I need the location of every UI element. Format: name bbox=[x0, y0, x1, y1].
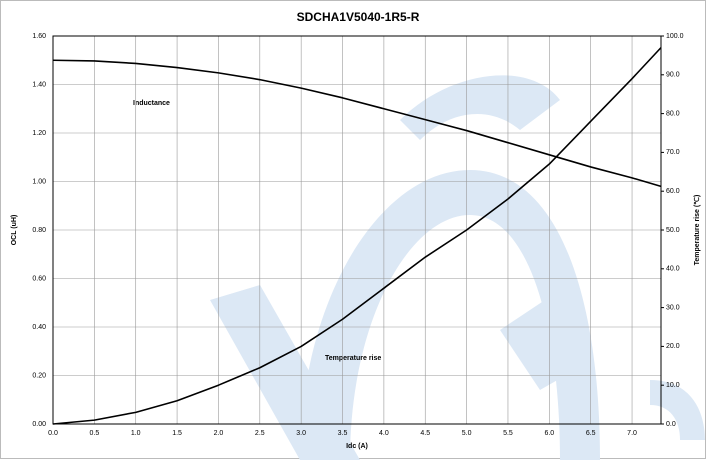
x-tick-label: 3.5 bbox=[338, 430, 348, 437]
x-tick-label: 4.0 bbox=[379, 430, 389, 437]
y-tick-label: 1.40 bbox=[32, 81, 46, 88]
x-tick-label: 6.0 bbox=[544, 430, 554, 437]
plot-border bbox=[52, 35, 662, 425]
y2-tick-label: 50.0 bbox=[666, 227, 680, 234]
y-tick-label: 1.20 bbox=[32, 130, 46, 137]
y2-axis-label: Temperature rise (℃) bbox=[693, 195, 701, 266]
x-tick-label: 3.0 bbox=[296, 430, 306, 437]
x-tick-label: 7.0 bbox=[627, 430, 637, 437]
y-tick-label: 0.60 bbox=[32, 275, 46, 282]
x-tick-label: 1.0 bbox=[131, 430, 141, 437]
y-tick-label: 0.80 bbox=[32, 227, 46, 234]
annotation: Temperature rise bbox=[325, 355, 381, 362]
y-tick-label: 0.00 bbox=[32, 421, 46, 428]
y2-tick-label: 100.0 bbox=[666, 33, 684, 40]
y-tick-label: 1.00 bbox=[32, 178, 46, 185]
x-tick-label: 6.5 bbox=[586, 430, 596, 437]
x-tick-label: 2.5 bbox=[255, 430, 265, 437]
y-tick-label: 0.40 bbox=[32, 324, 46, 331]
y2-tick-label: 10.0 bbox=[666, 382, 680, 389]
y-axis-label: OCL (uH) bbox=[11, 215, 18, 246]
x-tick-label: 1.5 bbox=[172, 430, 182, 437]
series-line bbox=[52, 47, 662, 425]
y2-tick-label: 90.0 bbox=[666, 72, 680, 79]
x-axis-label: Idc (A) bbox=[346, 443, 368, 450]
chart-title: SDCHA1V5040-1R5-R bbox=[297, 10, 420, 24]
watermark bbox=[210, 75, 705, 460]
y2-tick-label: 60.0 bbox=[666, 188, 680, 195]
y2-tick-label: 0.0 bbox=[666, 421, 676, 428]
series-line bbox=[52, 59, 662, 188]
x-tick-label: 5.5 bbox=[503, 430, 513, 437]
x-tick-label: 2.0 bbox=[214, 430, 224, 437]
annotation: Inductance bbox=[133, 100, 170, 107]
y-tick-label: 1.60 bbox=[32, 33, 46, 40]
y2-tick-label: 30.0 bbox=[666, 304, 680, 311]
y2-tick-label: 70.0 bbox=[666, 149, 680, 156]
x-tick-label: 0.0 bbox=[48, 430, 58, 437]
y2-tick-label: 80.0 bbox=[666, 110, 680, 117]
y2-tick-label: 20.0 bbox=[666, 343, 680, 350]
x-tick-label: 4.5 bbox=[420, 430, 430, 437]
y2-tick-label: 40.0 bbox=[666, 266, 680, 273]
x-tick-label: 0.5 bbox=[89, 430, 99, 437]
y-tick-label: 0.20 bbox=[32, 372, 46, 379]
x-tick-label: 5.0 bbox=[462, 430, 472, 437]
